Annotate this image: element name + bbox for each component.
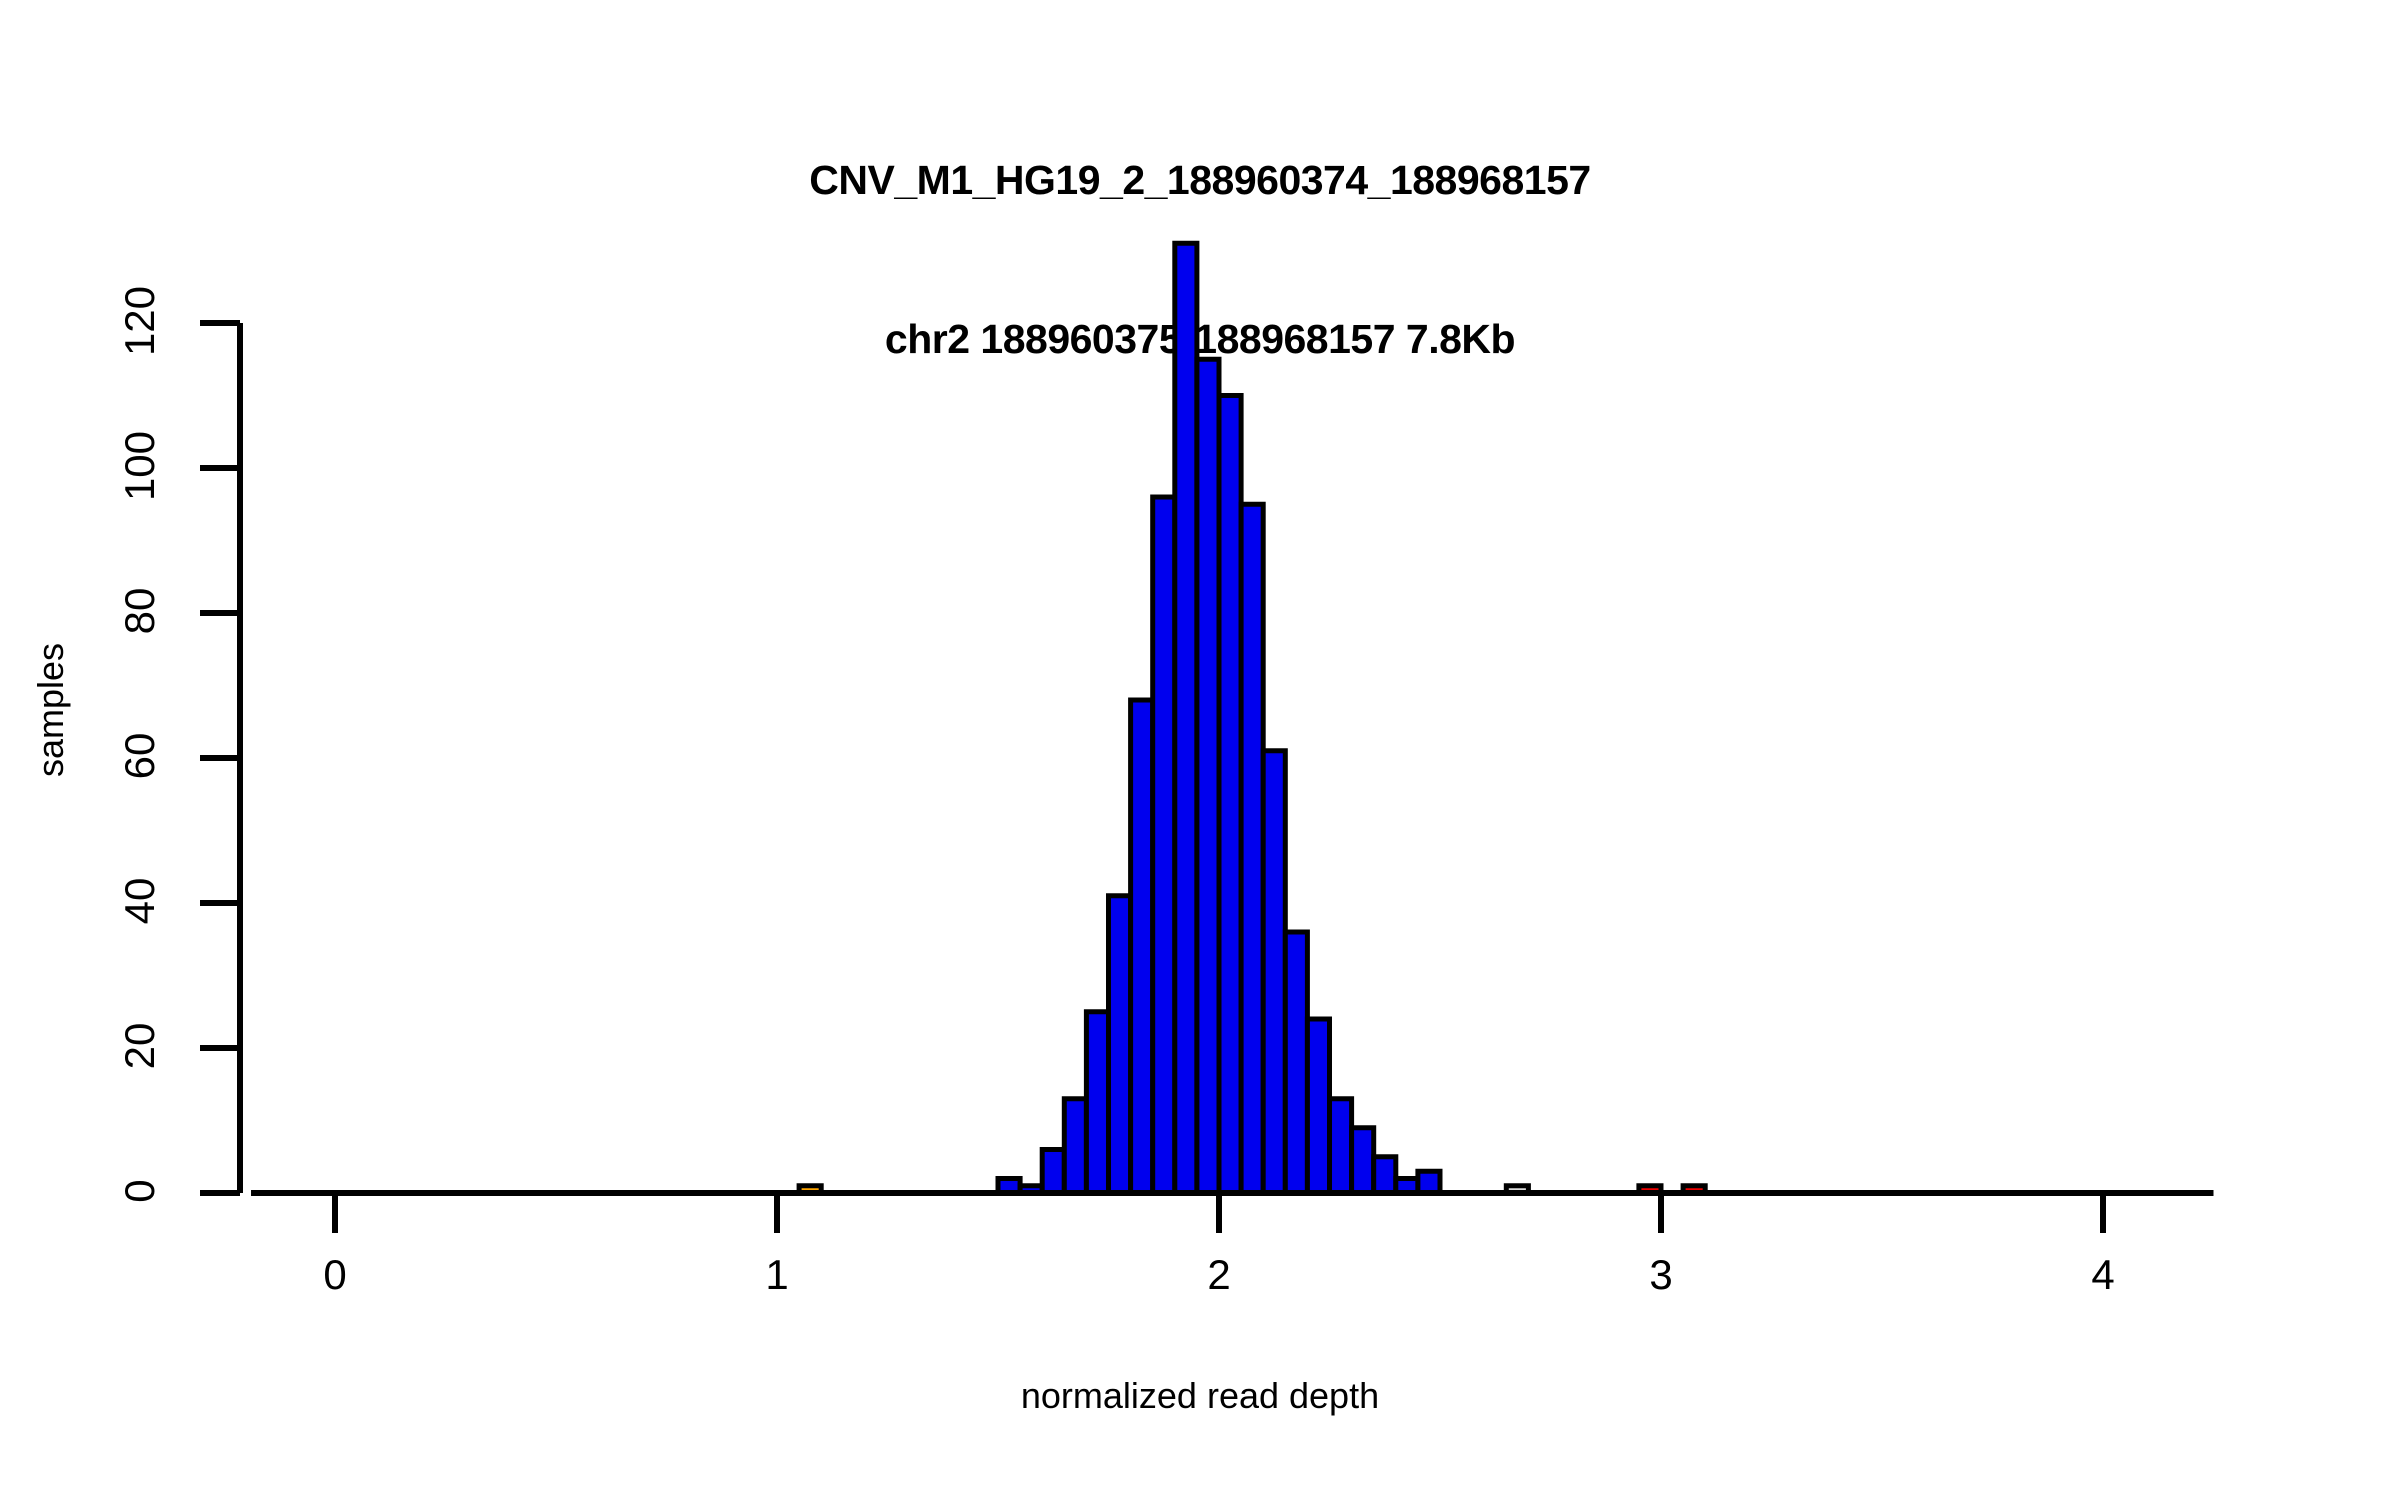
y-tick-label: 20	[116, 1022, 163, 1070]
y-tick-label: 40	[116, 877, 163, 925]
histogram-bar	[1039, 1147, 1067, 1196]
histogram-bar	[1371, 1154, 1399, 1196]
y-tick-label: 100	[116, 430, 163, 502]
y-tick-label: 80	[116, 587, 163, 635]
histogram-bar	[1128, 697, 1156, 1196]
y-tick-label: 120	[116, 285, 163, 357]
y-tick-label: 60	[116, 732, 163, 780]
histogram-bar	[1216, 393, 1244, 1196]
x-tick-label: 4	[2091, 1251, 2115, 1298]
histogram-bar	[1106, 893, 1134, 1196]
histogram-bar	[1327, 1096, 1355, 1196]
histogram-bar	[1282, 929, 1310, 1196]
x-tick-label: 0	[323, 1251, 347, 1298]
histogram-bar	[1238, 501, 1266, 1196]
x-tick-label: 1	[765, 1251, 789, 1298]
x-tick-label: 3	[1649, 1251, 1673, 1298]
histogram-bar	[1349, 1125, 1377, 1196]
y-tick-label: 0	[116, 1179, 163, 1203]
histogram-bar	[1415, 1168, 1443, 1196]
histogram-bar	[1260, 748, 1288, 1196]
histogram-bar	[1150, 494, 1178, 1196]
histogram-bar	[1194, 356, 1222, 1196]
x-tick-label: 2	[1207, 1251, 1231, 1298]
histogram-bar	[1304, 1016, 1333, 1196]
histogram-bar	[1172, 240, 1200, 1196]
x-axis-title: normalized read depth	[1020, 1375, 1380, 1416]
axes-group	[200, 320, 2214, 1233]
chart-title-line-2: chr2 188960375-188968157 7.8Kb	[884, 316, 1516, 362]
histogram-bar	[1061, 1096, 1089, 1196]
chart-title: CNV_M1_HG19_2_188960374_188968157 chr2 1…	[0, 48, 2400, 472]
histogram-bar	[1083, 1009, 1112, 1196]
bars-group	[796, 240, 1708, 1196]
chart-title-line-1: CNV_M1_HG19_2_188960374_188968157	[809, 157, 1591, 203]
